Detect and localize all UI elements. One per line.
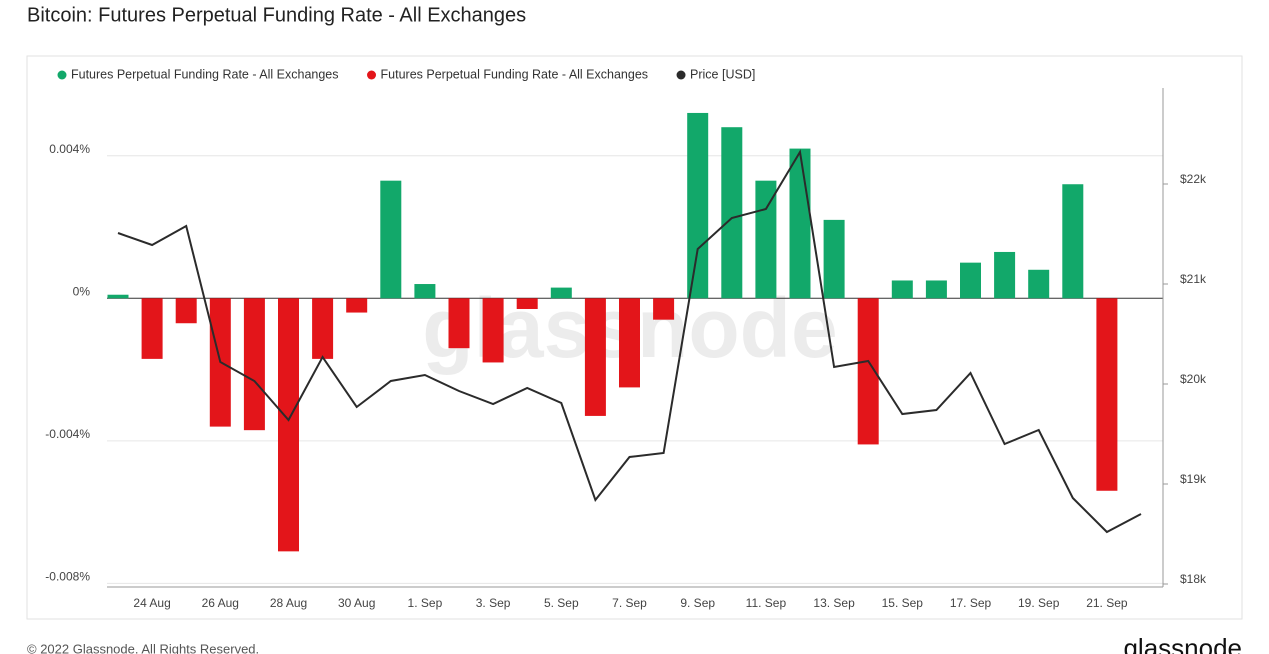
bar xyxy=(619,298,640,388)
bar xyxy=(960,262,981,299)
y-tick-label: -0.004% xyxy=(45,427,90,441)
x-tick-label: 26 Aug xyxy=(202,596,239,610)
bar xyxy=(346,298,368,313)
legend-label: Futures Perpetual Funding Rate - All Exc… xyxy=(381,67,649,81)
bar xyxy=(687,112,709,299)
y2-tick-label: $22k xyxy=(1180,172,1207,186)
logo: glassnode xyxy=(1123,633,1242,654)
x-tick-label: 30 Aug xyxy=(338,596,375,610)
x-tick-label: 9. Sep xyxy=(680,596,715,610)
x-tick-label: 28 Aug xyxy=(270,596,307,610)
legend-marker xyxy=(367,70,377,80)
x-tick-label: 5. Sep xyxy=(544,596,579,610)
legend-label: Price [USD] xyxy=(690,67,755,81)
x-tick-label: 15. Sep xyxy=(882,596,924,610)
chart-frame xyxy=(26,55,1243,620)
footer: © 2022 Glassnode. All Rights Reserved. xyxy=(27,641,259,654)
bar xyxy=(1062,184,1084,299)
bar xyxy=(414,284,436,299)
bar xyxy=(482,298,504,363)
bar xyxy=(107,294,129,299)
bar xyxy=(653,298,675,320)
bar xyxy=(278,298,299,552)
x-tick-label: 17. Sep xyxy=(950,596,992,610)
x-tick-label: 3. Sep xyxy=(476,596,511,610)
chart-title: Bitcoin: Futures Perpetual Funding Rate … xyxy=(27,4,526,26)
legend-label: Futures Perpetual Funding Rate - All Exc… xyxy=(71,67,339,81)
price-line xyxy=(117,149,1142,534)
x-tick-label: 7. Sep xyxy=(612,596,647,610)
bar xyxy=(1096,298,1118,491)
x-tick-label: 21. Sep xyxy=(1086,596,1128,610)
y2-tick-label: $21k xyxy=(1180,272,1207,286)
bar xyxy=(789,148,811,299)
bar xyxy=(448,298,470,349)
y2-tick-label: $18k xyxy=(1180,572,1207,586)
bar xyxy=(823,219,845,299)
bar xyxy=(380,180,402,299)
legend-marker xyxy=(57,70,67,80)
bar xyxy=(584,298,606,416)
y2-tick-label: $19k xyxy=(1180,472,1207,486)
y-tick-label: 0% xyxy=(73,284,91,298)
x-tick-label: 24 Aug xyxy=(133,596,170,610)
y-tick-label: -0.008% xyxy=(45,570,90,584)
bar xyxy=(721,127,743,299)
bar xyxy=(925,280,947,299)
bar xyxy=(175,298,197,324)
x-tick-label: 11. Sep xyxy=(746,596,787,610)
bar xyxy=(516,298,538,309)
bar xyxy=(994,251,1016,299)
bar xyxy=(891,280,913,299)
bar xyxy=(857,298,879,445)
legend-marker xyxy=(676,70,686,80)
y-tick-label: 0.004% xyxy=(49,142,90,156)
bar xyxy=(243,298,265,431)
x-tick-label: 19. Sep xyxy=(1018,596,1060,610)
bar xyxy=(141,298,163,359)
x-tick-label: 1. Sep xyxy=(408,596,443,610)
x-tick-label: 13. Sep xyxy=(813,596,855,610)
y2-tick-label: $20k xyxy=(1180,372,1207,386)
bar xyxy=(1028,269,1050,299)
bar xyxy=(550,287,572,299)
bar xyxy=(312,298,334,359)
